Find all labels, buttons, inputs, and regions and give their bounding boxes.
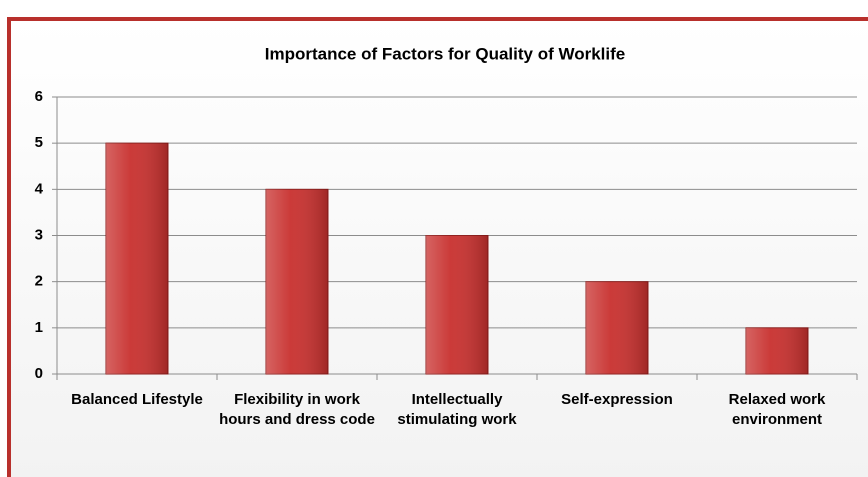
y-tick-label: 1 (35, 319, 43, 336)
y-tick-label: 5 (35, 134, 43, 151)
y-tick-label: 6 (35, 88, 43, 105)
x-tick-label: Intellectually stimulating work (397, 391, 517, 428)
bar-shine (266, 189, 328, 374)
bar-shine (746, 327, 808, 374)
x-tick-label: Flexibility in work hours and dress code (219, 391, 375, 428)
y-tick-label: 2 (35, 273, 43, 290)
x-tick-label: Balanced Lifestyle (71, 391, 203, 408)
bar-shine (106, 143, 168, 374)
x-tick-label: Relaxed work environment (728, 391, 826, 428)
chart-title: Importance of Factors for Quality of Wor… (265, 44, 626, 63)
y-tick-label: 3 (35, 226, 43, 243)
y-tick-label: 4 (35, 180, 44, 197)
bar-shine (586, 281, 648, 374)
bar-shine (426, 235, 488, 374)
x-tick-label: Self-expression (561, 391, 673, 408)
y-tick-label: 0 (35, 365, 43, 382)
